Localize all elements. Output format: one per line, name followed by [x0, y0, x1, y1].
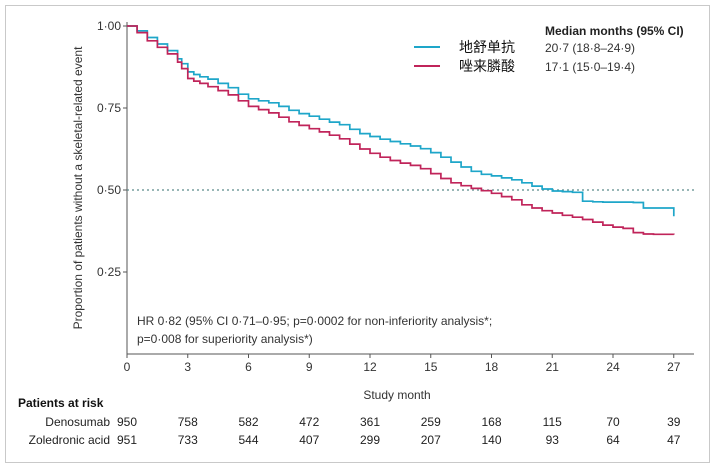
legend-ci-zoledronic: 17·1 (15·0–19·4): [545, 60, 635, 74]
risk-value: 758: [178, 415, 198, 429]
risk-value: 70: [606, 415, 620, 429]
risk-value: 407: [299, 433, 319, 447]
legend-title: Median months (95% CI): [545, 24, 684, 38]
risk-value: 951: [117, 433, 137, 447]
risk-value: 361: [360, 415, 380, 429]
x-tick-label: 3: [184, 360, 191, 374]
risk-row-label-denosumab: Denosumab: [45, 415, 110, 429]
risk-value: 47: [667, 433, 681, 447]
axes: 0 3 6 9 12 15 18 21 24 27 0·25 0·50 0·75 1·00: [97, 19, 694, 374]
legend-label-denosumab: 地舒单抗: [459, 39, 515, 55]
risk-value: 582: [238, 415, 258, 429]
x-tick-label: 0: [124, 360, 131, 374]
risk-table-header: Patients at risk: [18, 396, 104, 410]
x-tick-label: 18: [485, 360, 499, 374]
y-tick-label: 0·25: [97, 265, 121, 279]
risk-value: 733: [178, 433, 198, 447]
y-tick-label: 0·50: [97, 183, 121, 197]
hr-annotation-line1: HR 0·82 (95% CI 0·71–0·95; p=0·0002 for …: [137, 314, 492, 328]
risk-value: 950: [117, 415, 137, 429]
x-axis-label: Study month: [363, 388, 430, 402]
curve-zoledronic-acid: [127, 25, 675, 236]
x-tick-label: 9: [306, 360, 313, 374]
x-tick-label: 21: [546, 360, 560, 374]
curve-denosumab: [127, 25, 675, 217]
legend-swatches: [414, 46, 440, 67]
x-tick-label: 6: [245, 360, 252, 374]
risk-value: 39: [667, 415, 681, 429]
y-axis-label: Proportion of patients without a skeleta…: [71, 46, 85, 329]
figure-frame: [5, 5, 710, 463]
risk-table: 950 758 582 472 361 259 168 115 70 39 951 733 544 407…: [117, 415, 681, 447]
x-tick-label: 12: [363, 360, 377, 374]
risk-value: 115: [543, 415, 562, 429]
risk-value: 207: [421, 433, 441, 447]
survival-curves: [127, 25, 675, 236]
risk-value: 168: [481, 415, 501, 429]
labels: Proportion of patients without a skeleta…: [18, 24, 684, 447]
legend-label-zoledronic: 唑来膦酸: [459, 58, 515, 74]
risk-value: 472: [299, 415, 319, 429]
x-tick-label: 15: [424, 360, 438, 374]
legend-ci-denosumab: 20·7 (18·8–24·9): [545, 41, 635, 55]
x-tick-label: 27: [667, 360, 681, 374]
hr-annotation-line2: p=0·008 for superiority analysis*): [137, 332, 313, 346]
risk-value: 140: [481, 433, 501, 447]
x-tick-label: 24: [606, 360, 620, 374]
risk-value: 544: [238, 433, 258, 447]
risk-row-label-zoledronic: Zoledronic acid: [29, 433, 110, 447]
y-tick-label: 0·75: [97, 101, 121, 115]
y-tick-label: 1·00: [97, 19, 121, 33]
risk-value: 93: [546, 433, 560, 447]
risk-value: 259: [421, 415, 441, 429]
risk-value: 299: [360, 433, 380, 447]
risk-value: 64: [606, 433, 620, 447]
